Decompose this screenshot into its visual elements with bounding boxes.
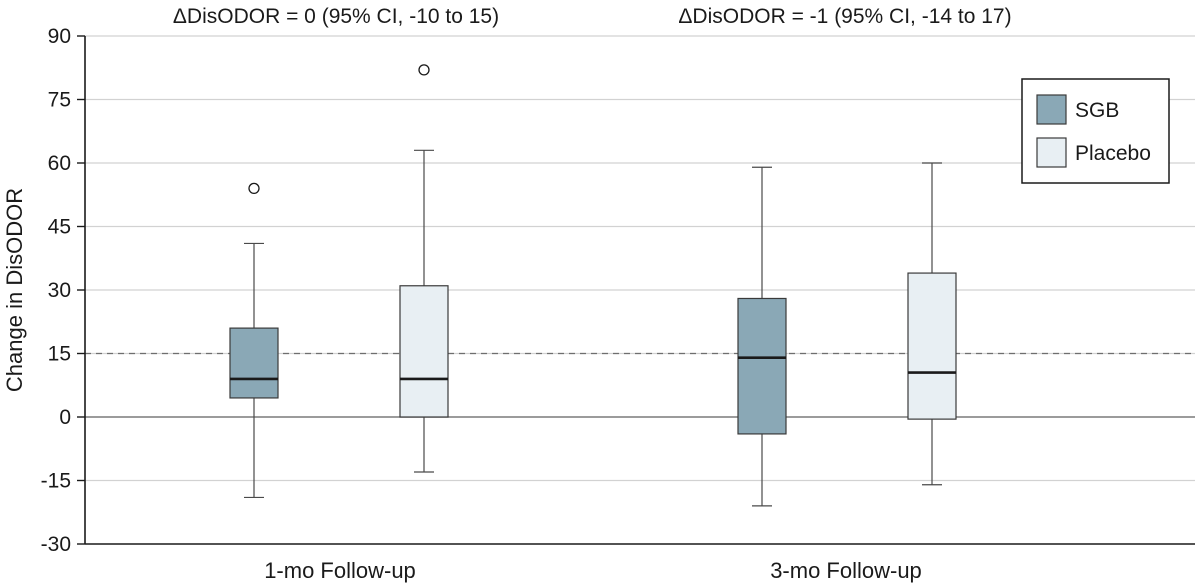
y-tick-label: 90 [48,25,71,48]
y-tick-label: -15 [41,470,71,493]
x-tick-label-3mo: 3-mo Follow-up [770,558,922,583]
box-placebo-2 [907,272,957,420]
legend-swatch-sgb [1036,94,1067,125]
y-tick-label: 75 [48,89,71,112]
legend-label-placebo: Placebo [1075,142,1151,165]
group-annotation-1mo: ΔDisODOR = 0 (95% CI, -10 to 15) [173,5,499,28]
y-tick-label: 15 [48,343,71,366]
y-tick-label: 0 [59,406,71,429]
legend-swatch-placebo [1036,137,1067,168]
legend-label-sgb: SGB [1075,99,1119,122]
outlier-placebo-1 [418,64,430,76]
x-axis-labels: 1-mo Follow-up 3-mo Follow-up [264,558,922,583]
y-tick-label: 45 [48,216,71,239]
boxes [229,64,957,507]
box-sgb-1 [229,327,279,399]
box-placebo-1 [399,285,449,418]
y-axis-label: Change in DisODOR [2,188,27,392]
group-annotations: ΔDisODOR = 0 (95% CI, -10 to 15) ΔDisODO… [173,5,1012,28]
x-tick-label-1mo: 1-mo Follow-up [264,558,416,583]
y-axis: 90 75 60 45 30 15 0 -15 -30 [41,25,1195,556]
y-tick-label: 60 [48,152,71,175]
y-tick-label: -30 [41,533,71,556]
y-tick-label: 30 [48,279,71,302]
box-sgb-2 [737,297,787,435]
outlier-sgb-1 [248,182,260,195]
legend: SGB Placebo [1021,78,1170,184]
group-annotation-3mo: ΔDisODOR = -1 (95% CI, -14 to 17) [678,5,1011,28]
